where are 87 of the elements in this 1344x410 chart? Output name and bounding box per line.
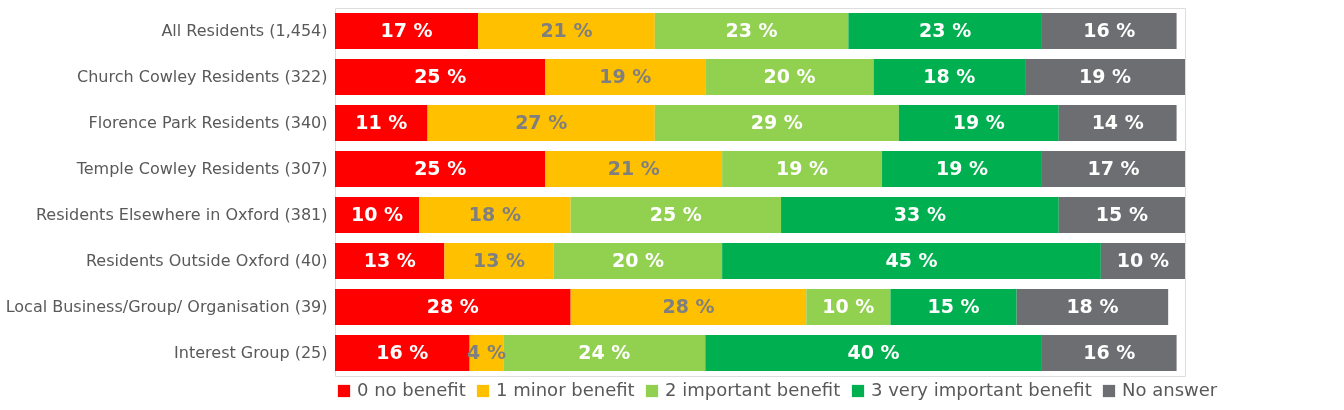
bar — [419, 197, 571, 233]
bar — [722, 243, 1101, 279]
legend-label: No answer — [1122, 379, 1218, 400]
bar — [1041, 13, 1177, 49]
bar — [1058, 197, 1185, 233]
bar — [890, 289, 1017, 325]
data-label: 19 % — [599, 65, 652, 87]
bar — [335, 59, 546, 95]
data-label: 19 % — [1079, 65, 1132, 87]
y-tick-label: Temple Cowley Residents (307) — [75, 159, 328, 178]
data-label: 21 % — [540, 19, 593, 41]
data-label: 18 % — [468, 203, 521, 225]
bar — [545, 59, 706, 95]
data-label: 18 % — [1066, 295, 1119, 317]
data-label: 15 % — [1095, 203, 1148, 225]
y-tick-label: Florence Park Residents (340) — [88, 113, 328, 132]
bar — [545, 151, 723, 187]
bar — [1016, 289, 1169, 325]
data-label: 20 % — [763, 65, 816, 87]
data-label: 23 % — [919, 19, 972, 41]
bar — [335, 13, 479, 49]
data-label: 18 % — [923, 65, 976, 87]
legend-label: 3 very important benefit — [871, 379, 1092, 400]
legend-label: 2 important benefit — [665, 379, 841, 400]
data-label: 29 % — [750, 111, 803, 133]
bar — [444, 243, 554, 279]
bar — [654, 13, 849, 49]
data-label: 13 % — [473, 249, 526, 271]
data-label: 16 % — [1083, 19, 1136, 41]
y-tick-label: Residents Outside Oxford (40) — [85, 251, 328, 270]
data-label: 21 % — [607, 157, 660, 179]
y-tick-label: Local Business/Group/ Organisation (39) — [5, 297, 328, 316]
data-label: 10 % — [1116, 249, 1169, 271]
bar — [873, 59, 1026, 95]
data-label: 19 % — [935, 157, 989, 179]
bar — [722, 151, 883, 187]
data-label: 19 % — [952, 111, 1005, 133]
bar — [1025, 59, 1185, 95]
data-label: 27 % — [515, 111, 568, 133]
data-label: 13 % — [363, 249, 416, 271]
data-label: 24 % — [578, 341, 631, 363]
y-tick-label: All Residents (1,454) — [161, 21, 328, 40]
data-label: 10 % — [822, 295, 875, 317]
bar — [553, 243, 723, 279]
legend-label: 1 minor benefit — [496, 379, 635, 400]
bar — [882, 151, 1042, 187]
data-label: 25 % — [649, 203, 702, 225]
bar — [781, 197, 1059, 233]
data-label: 16 % — [1083, 341, 1136, 363]
data-label: 14 % — [1091, 111, 1144, 133]
data-label: 28 % — [662, 295, 715, 317]
data-label: 20 % — [611, 249, 665, 271]
bar — [335, 335, 470, 371]
data-label: 25 % — [414, 65, 467, 87]
data-label: 33 % — [893, 203, 946, 225]
bar — [335, 151, 546, 187]
bar — [570, 197, 782, 233]
data-label: 17 % — [1087, 157, 1140, 179]
bar — [427, 105, 655, 141]
bar — [570, 289, 807, 325]
bar — [1041, 151, 1185, 187]
data-label: 17 % — [380, 19, 433, 41]
bar — [898, 105, 1059, 141]
data-label: 19 % — [776, 157, 829, 179]
bar — [705, 335, 1042, 371]
data-label: 16 % — [376, 341, 429, 363]
data-label: 23 % — [725, 19, 778, 41]
bar — [1041, 335, 1177, 371]
bar — [335, 105, 428, 141]
bar — [478, 13, 655, 49]
data-label: 11 % — [355, 111, 408, 133]
bar — [848, 13, 1042, 49]
legend-label: 0 no benefit — [357, 379, 466, 400]
data-label: 15 % — [927, 295, 980, 317]
bar — [1058, 105, 1177, 141]
data-label: 10 % — [351, 203, 404, 225]
data-label: 25 % — [414, 157, 467, 179]
data-label: 40 % — [847, 341, 900, 363]
bar — [705, 59, 874, 95]
y-tick-label: Residents Elsewhere in Oxford (381) — [35, 205, 328, 224]
data-label: 45 % — [885, 249, 938, 271]
y-tick-label: Interest Group (25) — [174, 343, 328, 362]
bar — [654, 105, 899, 141]
data-label: 28 % — [426, 295, 479, 317]
bar — [335, 243, 445, 279]
bar — [335, 289, 571, 325]
y-tick-label: Church Cowley Residents (322) — [77, 67, 328, 86]
